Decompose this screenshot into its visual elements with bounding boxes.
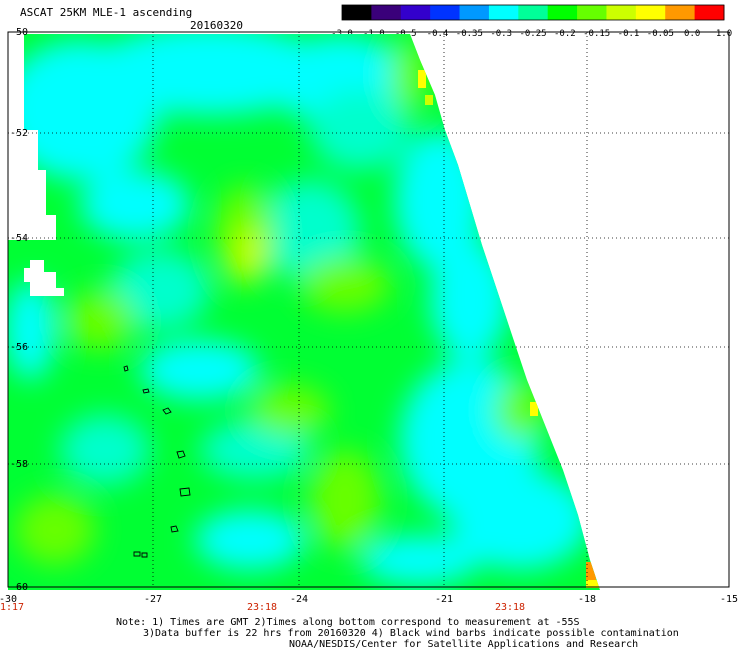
axis-labels: -50 -52 -54 -56 -58 -60-30 -27 -24 -21 -18 -15 1:17… <box>0 27 738 613</box>
colorbar-label: -0.2 <box>554 29 576 39</box>
island-outline <box>162 407 172 415</box>
lon-label: -30 <box>0 594 17 605</box>
colorbar-swatch <box>430 5 461 20</box>
lat-label: -60 <box>10 582 28 593</box>
island-outline <box>123 365 129 372</box>
colorbar-swatch <box>488 5 519 20</box>
colorbar-swatch <box>606 5 637 20</box>
colorbar-swatch <box>547 5 578 20</box>
colorbar-label: -0.15 <box>583 29 610 39</box>
colorbar-label: 1.0 <box>716 29 732 39</box>
colorbar-label: -0.25 <box>519 29 546 39</box>
lat-label: -54 <box>10 233 28 244</box>
note-line-1: Note: 1) Times are GMT 2)Times along bot… <box>116 617 580 628</box>
island-outline <box>170 525 179 533</box>
island-outline <box>141 552 148 558</box>
lon-label: -21 <box>435 594 453 605</box>
lat-label: -52 <box>10 128 28 139</box>
lon-label: -18 <box>578 594 596 605</box>
island-outline <box>176 450 186 459</box>
lat-label: -56 <box>10 342 28 353</box>
lat-label: -58 <box>10 459 28 470</box>
lon-label: -24 <box>290 594 308 605</box>
coastline-outlines <box>123 365 191 558</box>
map-frame <box>7 31 730 588</box>
wind-mle-map: -50 -52 -54 -56 -58 -60-30 -27 -24 -21 -18 -15 1:17… <box>0 27 738 613</box>
colorbar-label: -0.35 <box>456 29 483 39</box>
map-date: 20160320 <box>190 19 243 32</box>
island-outline <box>142 388 150 394</box>
lat-label: -50 <box>10 27 28 38</box>
time-label: 1:17 <box>0 602 24 613</box>
time-label: 23:18 <box>495 602 525 613</box>
map-title: ASCAT 25KM MLE-1 ascending <box>20 6 193 19</box>
colorbar: -3.0-1.0-0.5-0.4-0.35-0.3-0.25-0.2-0.15-… <box>331 4 732 39</box>
colorbar-swatch <box>342 5 372 20</box>
island-outline <box>179 487 191 497</box>
island-outline <box>133 551 141 557</box>
colorbar-swatch <box>665 5 696 20</box>
colorbar-swatch <box>371 5 402 20</box>
swath-data <box>8 34 600 590</box>
colorbar-label: -0.1 <box>618 29 640 39</box>
colorbar-swatch <box>400 5 431 20</box>
lon-label: -27 <box>144 594 162 605</box>
lon-label: -15 <box>720 594 738 605</box>
colorbar-label: -0.4 <box>427 29 449 39</box>
time-label: 23:18 <box>247 602 277 613</box>
colorbar-label: -0.3 <box>490 29 512 39</box>
lat-lon-grid <box>8 32 729 587</box>
colorbar-label: -0.05 <box>647 29 674 39</box>
colorbar-swatch <box>635 5 666 20</box>
colorbar-label: 0.0 <box>684 29 700 39</box>
colorbar-swatch <box>518 5 549 20</box>
colorbar-swatch <box>459 5 490 20</box>
colorbar-swatch <box>694 5 725 20</box>
note-line-2: 3)Data buffer is 22 hrs from 20160320 4)… <box>143 628 679 639</box>
note-line-3: NOAA/NESDIS/Center for Satellite Applica… <box>289 639 639 650</box>
missing-data-areas <box>24 130 64 296</box>
colorbar-swatch <box>577 5 607 20</box>
